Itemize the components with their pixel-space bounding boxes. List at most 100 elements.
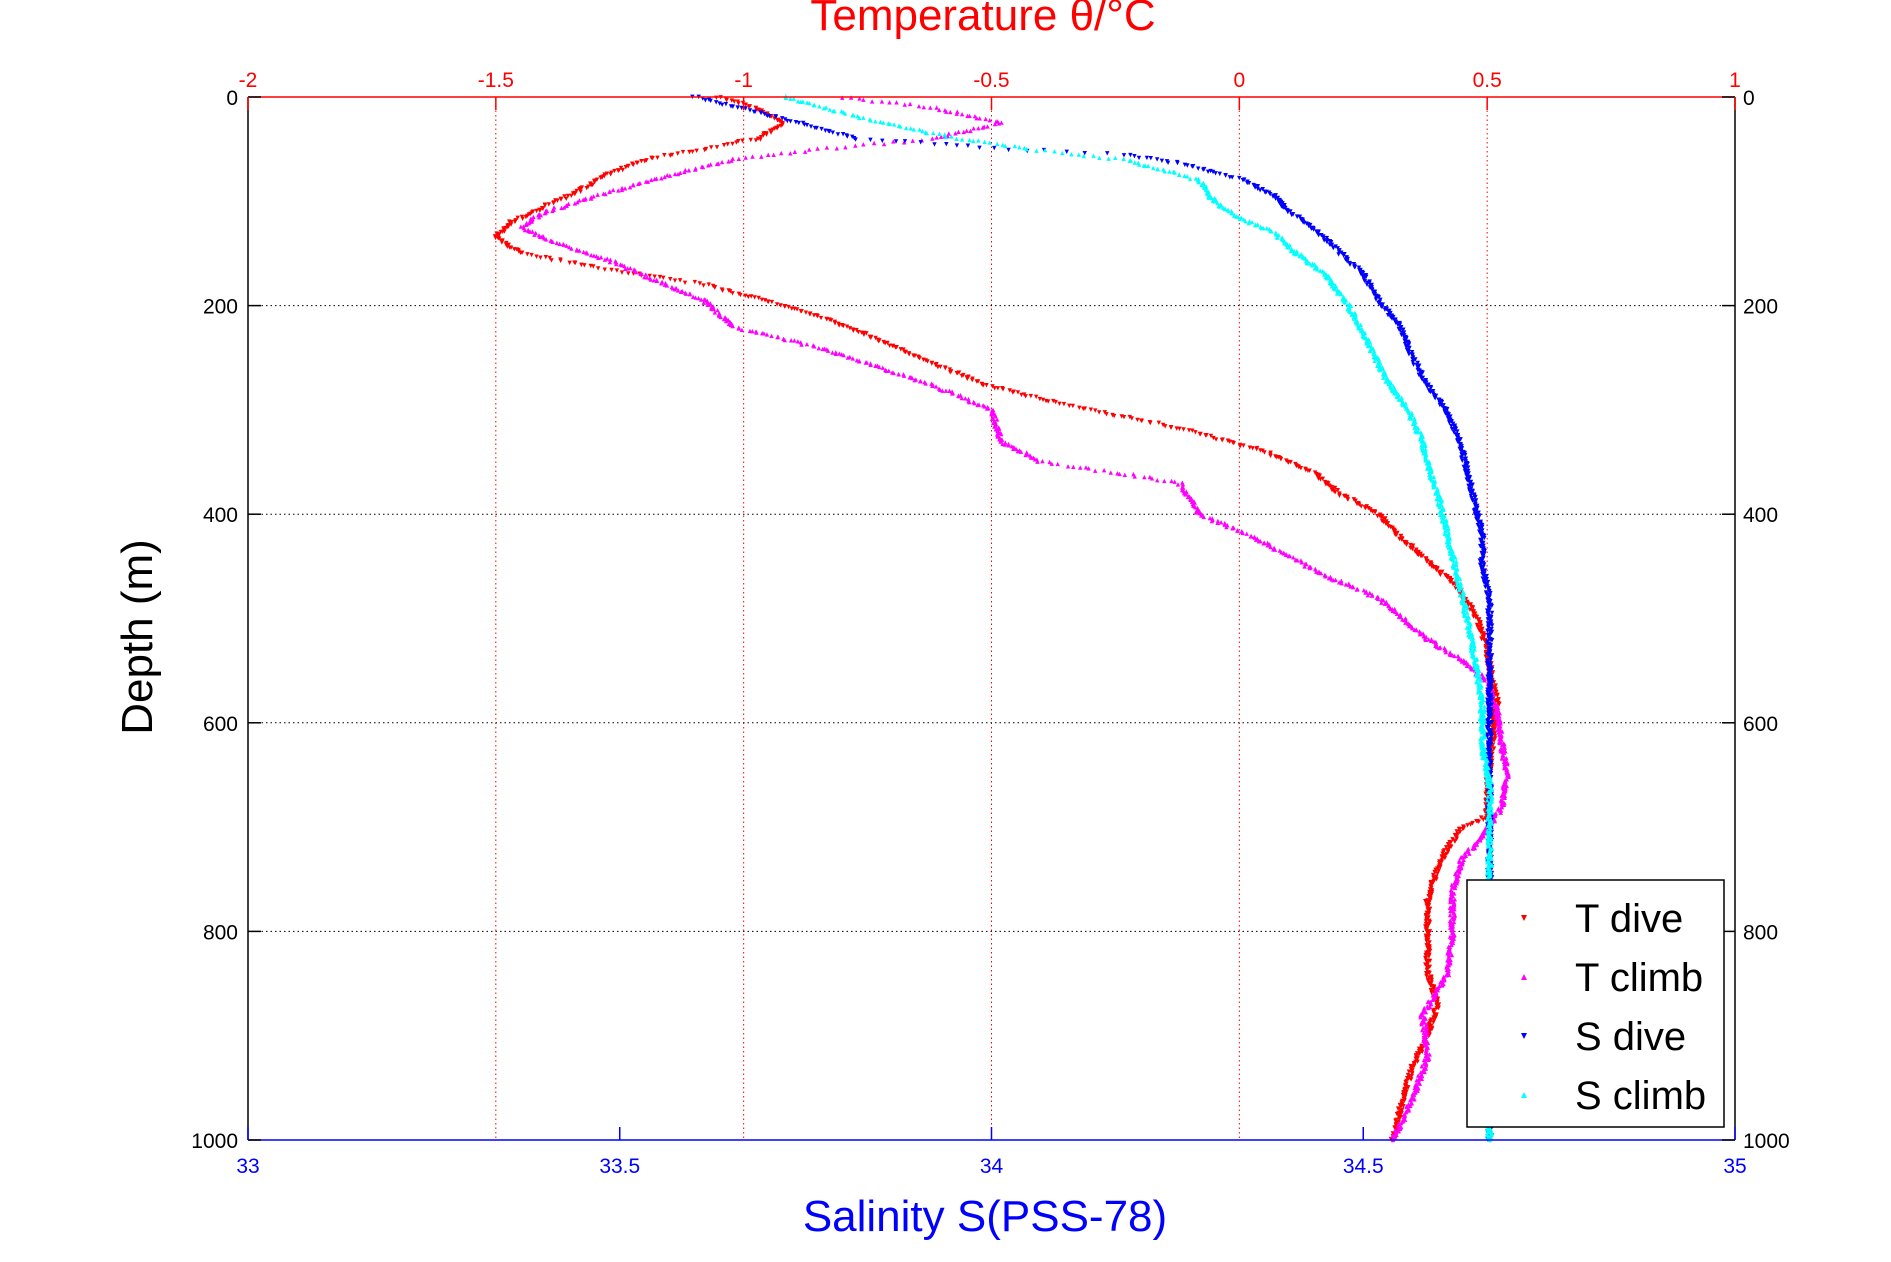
- data-point: [925, 359, 930, 364]
- data-point: [1034, 148, 1039, 153]
- data-point: [1481, 755, 1486, 761]
- data-point: [1493, 710, 1498, 715]
- data-point: [1369, 593, 1375, 598]
- data-point: [1398, 533, 1404, 539]
- data-point: [948, 109, 953, 115]
- data-point: [523, 222, 528, 227]
- data-layer: [492, 94, 1511, 1143]
- data-point: [1135, 417, 1140, 423]
- data-point: [971, 138, 976, 144]
- data-point: [588, 196, 594, 201]
- data-point: [1442, 531, 1448, 536]
- data-point: [803, 310, 809, 315]
- data-point: [911, 127, 917, 132]
- data-point: [1481, 817, 1486, 822]
- data-point: [934, 135, 939, 140]
- data-point: [628, 265, 633, 271]
- data-point: [1121, 156, 1126, 162]
- data-point: [819, 126, 824, 132]
- data-point: [836, 323, 842, 328]
- data-point: [753, 106, 759, 111]
- data-point: [642, 159, 647, 164]
- data-point: [618, 165, 624, 171]
- data-point: [792, 338, 797, 343]
- data-point: [910, 138, 915, 143]
- data-point: [1193, 430, 1198, 435]
- data-point: [594, 177, 600, 182]
- data-point: [844, 324, 850, 329]
- data-point: [1316, 230, 1321, 235]
- data-point: [824, 145, 830, 150]
- data-point: [758, 134, 764, 140]
- top-tick-label: 0.5: [1473, 69, 1502, 92]
- data-point: [1432, 396, 1438, 401]
- data-point: [1427, 562, 1432, 567]
- data-point: [550, 239, 555, 245]
- data-point: [591, 253, 597, 258]
- data-point: [1423, 1063, 1429, 1068]
- data-point: [529, 252, 534, 258]
- data-point: [1379, 304, 1385, 310]
- data-point: [1327, 275, 1332, 281]
- data-point: [730, 323, 736, 329]
- data-point: [769, 333, 774, 339]
- data-point: [965, 143, 971, 148]
- data-point: [903, 125, 909, 131]
- data-point: [1222, 522, 1227, 527]
- data-point: [1485, 652, 1490, 657]
- data-point: [1407, 345, 1412, 351]
- data-point: [799, 308, 804, 314]
- data-point: [1163, 424, 1168, 429]
- data-point: [1434, 567, 1439, 573]
- data-point: [1410, 1068, 1415, 1073]
- data-point: [1472, 643, 1477, 649]
- data-point: [1487, 680, 1492, 686]
- data-point: [861, 142, 866, 147]
- data-point: [1429, 977, 1434, 983]
- data-point: [714, 145, 720, 150]
- data-point: [1315, 267, 1320, 272]
- data-point: [1307, 565, 1313, 571]
- data-point: [1478, 702, 1483, 708]
- data-point: [1417, 632, 1423, 637]
- data-point: [782, 117, 788, 122]
- data-point: [1268, 453, 1273, 459]
- data-point: [601, 191, 606, 196]
- data-point: [920, 128, 925, 134]
- data-point: [1485, 817, 1490, 822]
- data-point: [1428, 897, 1433, 903]
- data-point: [964, 128, 969, 133]
- y-tick-label-left: 0: [226, 87, 238, 110]
- data-point: [1010, 390, 1015, 395]
- data-point: [562, 194, 567, 199]
- data-point: [1486, 677, 1491, 683]
- data-point: [1445, 523, 1450, 529]
- data-point: [861, 115, 866, 120]
- data-point: [1385, 312, 1391, 318]
- data-point: [534, 254, 539, 259]
- data-point: [1484, 726, 1490, 731]
- data-point: [1489, 856, 1494, 862]
- data-point: [655, 155, 660, 161]
- data-point: [1364, 335, 1369, 341]
- data-point: [1415, 426, 1420, 431]
- data-point: [534, 208, 539, 214]
- data-point: [989, 412, 994, 417]
- data-point: [891, 139, 896, 144]
- data-point: [747, 108, 753, 113]
- data-point: [972, 400, 977, 406]
- data-point: [807, 100, 812, 106]
- data-point: [977, 145, 982, 151]
- legend-label: S climb: [1575, 1074, 1706, 1118]
- data-point: [1460, 826, 1466, 832]
- data-point: [659, 176, 664, 181]
- data-point: [682, 280, 688, 286]
- data-point: [1363, 505, 1368, 511]
- data-point: [853, 143, 858, 148]
- data-point: [1418, 1076, 1424, 1081]
- data-point: [1181, 427, 1186, 432]
- data-point: [1421, 1057, 1427, 1063]
- data-point: [550, 208, 555, 214]
- data-point: [980, 125, 985, 130]
- data-point: [607, 189, 612, 194]
